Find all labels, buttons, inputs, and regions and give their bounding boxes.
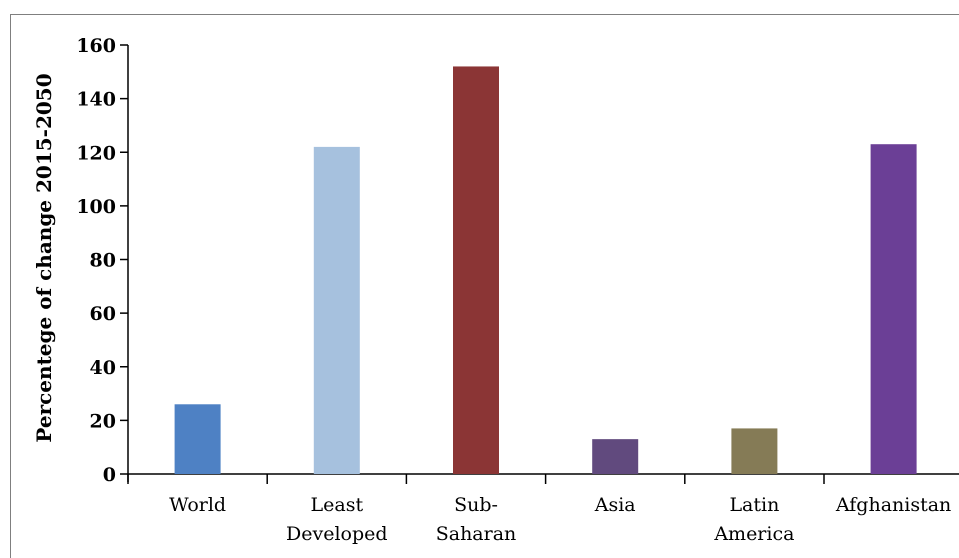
bar <box>453 66 499 474</box>
x-tick-label: Saharan <box>436 523 517 545</box>
y-axis: 0 20 40 60 80 100 120 140 160 <box>76 35 129 486</box>
x-tick-label: Least <box>311 494 364 516</box>
y-tick-label: 100 <box>76 196 116 218</box>
bars <box>174 66 917 475</box>
y-tick-label: 60 <box>90 303 116 325</box>
x-tick-label: Developed <box>286 523 388 545</box>
x-tick-labels: World Least Developed Sub- Saharan Asia Latin A… <box>169 494 951 545</box>
y-tick-label: 80 <box>90 250 116 272</box>
bar <box>592 439 639 474</box>
y-axis-title: Percentege of change 2015-2050 <box>32 73 56 442</box>
bar <box>870 144 917 475</box>
y-tick-label: 160 <box>76 35 116 57</box>
x-tick-label: Afghanistan <box>835 494 951 516</box>
y-tick-label: 0 <box>103 464 116 486</box>
y-tick-label: 140 <box>76 89 116 111</box>
x-tick-label: America <box>713 523 794 545</box>
x-axis <box>127 473 959 484</box>
y-tick-label: 40 <box>90 357 116 379</box>
chart-frame <box>10 14 959 558</box>
x-tick-label: Latin <box>729 494 779 516</box>
x-tick-label: World <box>169 494 226 516</box>
y-tick-label: 120 <box>76 142 116 164</box>
bar <box>313 146 360 474</box>
x-tick-label: Asia <box>594 494 636 516</box>
bar <box>731 428 778 474</box>
bar <box>174 404 221 474</box>
y-tick-label: 20 <box>90 410 116 432</box>
x-tick-label: Sub- <box>454 494 498 516</box>
